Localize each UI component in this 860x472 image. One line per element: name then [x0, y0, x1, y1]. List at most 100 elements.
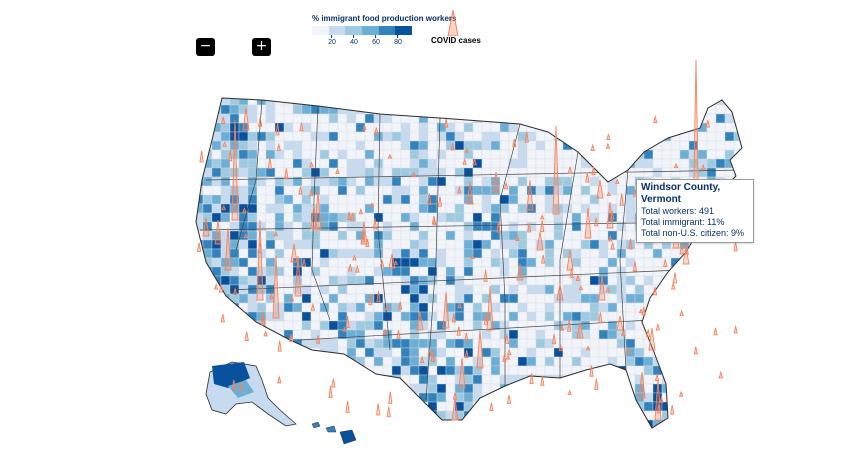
county-cell — [283, 104, 294, 115]
county-cell — [697, 392, 708, 403]
county-cell — [427, 320, 438, 331]
county-cell — [355, 392, 366, 403]
county-cell — [724, 410, 735, 421]
county-cell — [292, 149, 303, 160]
county-cell — [373, 113, 384, 124]
county-cell — [733, 293, 742, 304]
county-cell — [436, 230, 447, 241]
covid-spike — [269, 293, 274, 300]
county-cell — [607, 419, 618, 428]
covid-spike — [496, 221, 501, 233]
county-cell — [526, 320, 537, 331]
zoom-out-button[interactable]: − — [196, 38, 215, 56]
county-cell — [572, 429, 581, 438]
county-cell — [373, 392, 384, 403]
county-cell — [256, 158, 267, 169]
county-cell — [328, 149, 339, 160]
county-cell — [319, 266, 330, 277]
county-cell — [400, 410, 411, 421]
county-cell — [355, 104, 366, 115]
county-cell — [247, 122, 258, 133]
county-cell — [202, 257, 213, 268]
county-cell — [418, 158, 429, 169]
county-cell — [238, 176, 249, 187]
county-cell — [689, 429, 698, 438]
county-cell — [716, 429, 725, 438]
county-cell — [706, 320, 717, 331]
county-cell — [706, 248, 717, 259]
county-cell — [373, 383, 384, 394]
county-cell — [328, 248, 339, 259]
county-cell — [472, 275, 483, 286]
county-cell — [725, 429, 734, 438]
county-cell — [238, 194, 249, 205]
county-cell — [364, 149, 375, 160]
county-cell — [364, 329, 375, 340]
county-cell — [743, 411, 752, 420]
covid-spike — [606, 132, 611, 141]
zoom-in-button[interactable]: + — [252, 38, 271, 56]
county-cell — [544, 293, 555, 304]
county-cell — [238, 158, 249, 169]
county-cell — [517, 383, 528, 394]
county-cell — [445, 257, 456, 268]
county-cell — [661, 140, 672, 151]
county-cell — [625, 401, 636, 412]
county-cell — [427, 383, 438, 394]
covid-spike — [646, 329, 651, 338]
county-cell — [265, 284, 276, 295]
covid-spike — [232, 287, 238, 295]
county-cell — [715, 347, 726, 358]
covid-spike — [261, 315, 266, 326]
county-cell — [598, 266, 609, 277]
county-cell — [625, 329, 636, 340]
county-cell — [265, 113, 276, 124]
county-cell — [589, 212, 600, 223]
county-cell — [373, 140, 384, 151]
county-cell — [598, 410, 609, 421]
covid-spike — [693, 346, 698, 355]
county-cell — [319, 239, 330, 250]
legend-color-scale — [312, 26, 413, 35]
county-cell — [526, 401, 537, 412]
county-cell — [697, 383, 708, 394]
county-cell — [688, 275, 699, 286]
county-cell — [400, 356, 411, 367]
county-cell — [544, 185, 555, 196]
county-cell — [499, 158, 510, 169]
county-cell — [202, 122, 213, 133]
county-cell — [229, 104, 240, 115]
county-cell — [634, 131, 645, 142]
county-cell — [364, 212, 375, 223]
county-cell — [652, 302, 663, 313]
county-cell — [652, 131, 663, 142]
legend-tick: 40 — [350, 35, 358, 46]
county-cell — [598, 104, 609, 115]
county-cell — [463, 257, 474, 268]
county-cell — [652, 329, 663, 340]
county-cell — [409, 410, 420, 421]
county-cell — [463, 104, 474, 115]
county-cell — [202, 212, 213, 223]
county-cell — [580, 104, 591, 115]
county-cell — [247, 113, 258, 124]
county-cell — [598, 203, 609, 214]
county-cell — [436, 401, 447, 412]
county-cell — [454, 221, 465, 232]
county-cell — [247, 167, 258, 178]
county-cell — [409, 176, 420, 187]
covid-spike — [218, 284, 224, 293]
covid-spike — [456, 326, 461, 336]
county-cell — [535, 329, 546, 340]
county-cell — [409, 149, 420, 160]
county-cell — [196, 329, 204, 340]
county-cell — [346, 167, 357, 178]
county-cell — [310, 320, 321, 331]
county-cell — [337, 122, 348, 133]
county-cell — [490, 98, 501, 106]
county-cell — [373, 98, 384, 106]
county-cell — [607, 401, 618, 412]
county-cell — [589, 131, 600, 142]
state-border — [199, 221, 701, 231]
